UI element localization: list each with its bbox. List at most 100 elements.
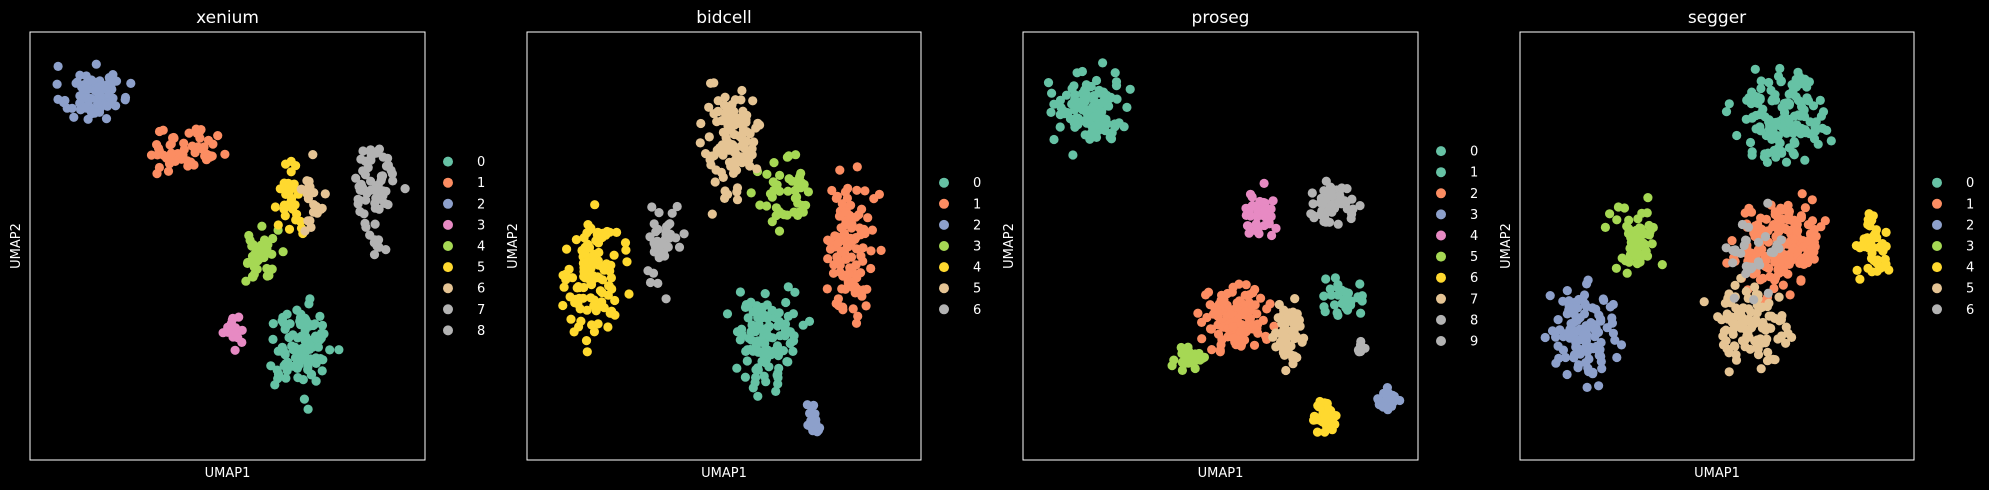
cluster-0-point (743, 313, 753, 323)
cluster-0-point (780, 319, 791, 329)
legend-label-5: 5 (1966, 282, 1974, 297)
legend-label-6: 6 (477, 282, 485, 297)
cluster-5-point (1783, 328, 1793, 338)
cluster-5-point (1180, 357, 1190, 367)
cluster-5-point (1728, 325, 1738, 335)
cluster-0-point (1101, 114, 1111, 124)
cluster-4-point (1881, 227, 1891, 237)
cluster-4-point (603, 290, 613, 300)
cluster-0-point (1764, 117, 1774, 127)
cluster-1-point (1803, 236, 1813, 246)
cluster-3-point (790, 193, 801, 203)
cluster-0-point (1826, 136, 1836, 146)
cluster-4-point (244, 230, 254, 241)
cluster-4-point (1248, 201, 1258, 211)
cluster-1-point (834, 301, 844, 311)
cluster-4-point (1867, 245, 1877, 255)
cluster-0-point (773, 321, 783, 331)
cluster-7-point (361, 222, 371, 232)
cluster-2-point (1562, 286, 1572, 296)
y-axis-label: UMAP2 (1499, 223, 1514, 269)
legend: 0 1 2 3 4 5 6 7 8 (443, 155, 485, 339)
cluster-5-point (730, 114, 740, 124)
cluster-0-point (1760, 149, 1770, 159)
cluster-0-point (1105, 132, 1115, 142)
cluster-4-point (621, 245, 631, 255)
scatter-points (52, 59, 410, 414)
cluster-2-point (1202, 312, 1212, 323)
legend-marker-5 (939, 283, 949, 294)
cluster-0-point (732, 363, 742, 373)
cluster-5-point (270, 202, 280, 212)
cluster-0-point (1800, 125, 1810, 135)
cluster-2-point (1564, 330, 1574, 340)
legend-marker-4 (939, 262, 949, 273)
cluster-0-point (1782, 128, 1792, 138)
cluster-6-point (671, 233, 681, 243)
scatter-points (1540, 63, 1894, 392)
cluster-7-point (383, 153, 393, 163)
legend-label-0: 0 (477, 155, 485, 170)
cluster-5-point (1719, 326, 1729, 336)
cluster-4-point (1855, 243, 1865, 253)
cluster-1-point (1743, 250, 1753, 260)
cluster-1-point (833, 294, 844, 304)
cluster-4-point (609, 250, 619, 260)
cluster-2-point (806, 416, 816, 426)
cluster-0-point (1777, 148, 1787, 158)
cluster-2-point (62, 103, 72, 113)
cluster-0-point (313, 342, 323, 352)
cluster-5-point (713, 96, 723, 106)
cluster-5-point (704, 132, 714, 142)
cluster-0-point (303, 318, 313, 329)
cluster-5-point (1724, 348, 1734, 358)
cluster-4-point (579, 266, 589, 277)
cluster-0-point (778, 346, 789, 356)
cluster-0-point (764, 362, 774, 372)
cluster-2-point (1564, 301, 1574, 311)
panel-title: segger (1688, 8, 1746, 28)
cluster-7-point (354, 195, 365, 205)
cluster-0-point (1055, 122, 1065, 132)
cluster-0-point (763, 313, 773, 323)
cluster-5-point (732, 195, 743, 205)
cluster-1-point (1319, 291, 1329, 301)
cluster-5-point (1731, 350, 1741, 360)
cluster-6-point (679, 229, 689, 239)
cluster-4-point (582, 347, 592, 357)
cluster-1-point (199, 142, 209, 152)
cluster-8-point (1308, 199, 1318, 209)
cluster-1-point (852, 185, 862, 195)
cluster-3-point (801, 200, 811, 210)
cluster-5-point (1177, 348, 1187, 359)
cluster-4-point (1863, 263, 1873, 273)
cluster-0-point (305, 340, 315, 350)
cluster-3-point (795, 172, 805, 182)
cluster-2-point (1219, 297, 1229, 307)
cluster-2-point (1594, 381, 1604, 391)
cluster-5-point (1773, 334, 1783, 344)
cluster-0-point (315, 311, 325, 321)
cluster-0-point (1055, 110, 1065, 120)
cluster-3-point (1643, 229, 1653, 239)
cluster-5-point (1169, 355, 1179, 365)
cluster-0-point (1755, 109, 1765, 120)
cluster-4-point (620, 238, 631, 248)
legend-label-2: 2 (477, 197, 485, 212)
cluster-0-point (740, 372, 751, 382)
legend-marker-8 (1436, 314, 1446, 325)
cluster-5-point (1763, 347, 1773, 357)
legend-label-2: 2 (1470, 187, 1478, 202)
cluster-2-point (1262, 304, 1272, 314)
cluster-0-point (780, 331, 790, 341)
legend-marker-0 (939, 177, 949, 188)
y-axis-label: UMAP2 (9, 223, 24, 269)
plot-frame (1022, 31, 1419, 461)
cluster-0-point (753, 365, 763, 375)
cluster-3-point (230, 345, 240, 355)
scatter-points (558, 78, 886, 437)
cluster-2-point (105, 78, 115, 88)
cluster-6-point (1324, 404, 1334, 414)
cluster-4-point (257, 221, 267, 231)
legend-label-9: 9 (1470, 335, 1478, 350)
